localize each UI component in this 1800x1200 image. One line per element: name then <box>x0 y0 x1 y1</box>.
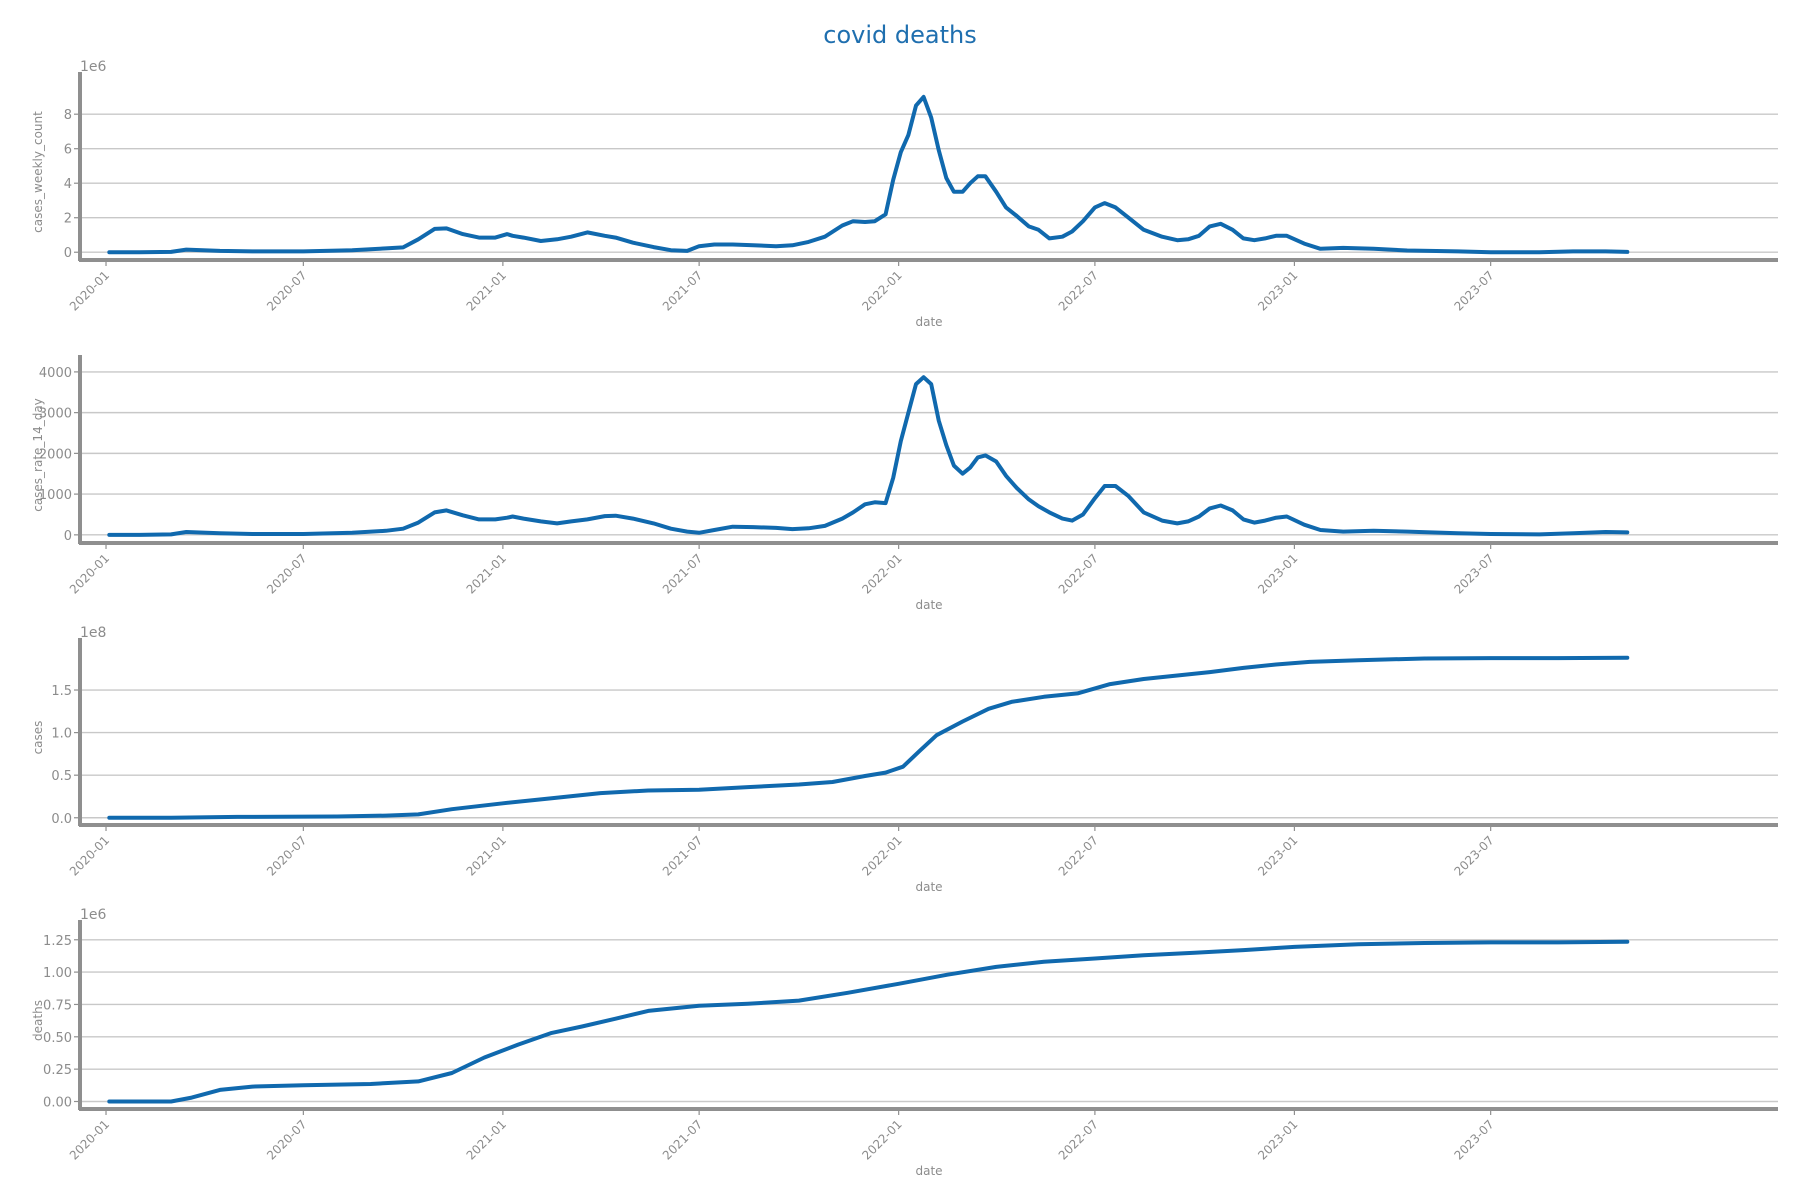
x-tick-label: 2023-01 <box>1255 268 1300 313</box>
y-tick-label: 0.50 <box>43 1031 72 1046</box>
y-axis-label: cases_weekly_count <box>31 111 45 233</box>
y-offset-label: 1e6 <box>80 907 107 923</box>
figure-title: covid deaths <box>823 21 976 49</box>
subplot-3: 0.0 0.5 1.0 1.5 2020-01 2020-07 2021-01 2021-07… <box>31 625 1778 894</box>
x-tick-label: 2022-01 <box>859 1117 904 1162</box>
y-axis-label: cases_rate_14_day <box>31 398 45 512</box>
y-tick-label: 1000 <box>39 488 72 503</box>
y-tick-label: 1.25 <box>43 934 72 949</box>
y-tick-label: 1.5 <box>51 684 72 699</box>
x-tick-label: 2023-01 <box>1255 1117 1300 1162</box>
subplot-1: 0 2 4 6 8 2020-01 2020-07 2021-01 2021-07 2022-01… <box>31 59 1778 329</box>
x-tick-label: 2022-07 <box>1056 833 1101 878</box>
x-tick-label: 2023-01 <box>1255 833 1300 878</box>
x-tick-label: 2023-07 <box>1451 833 1496 878</box>
subplot-4: 0.00 0.25 0.50 0.75 1.00 1.25 2020-01 2020-07 20… <box>31 907 1778 1178</box>
y-tick-label: 4 <box>64 177 72 192</box>
x-tick-label: 2023-07 <box>1451 268 1496 313</box>
x-tick-label: 2021-07 <box>660 1117 705 1162</box>
y-tick-label: 0.5 <box>51 769 72 784</box>
y-tick-label: 4000 <box>39 366 72 381</box>
x-axis-label: date <box>915 315 942 329</box>
y-tick-label: 0 <box>64 529 72 544</box>
x-tick-label: 2022-07 <box>1056 1117 1101 1162</box>
x-tick-label: 2022-07 <box>1056 268 1101 313</box>
x-tick-label: 2022-01 <box>859 268 904 313</box>
x-tick-label: 2022-01 <box>859 551 904 596</box>
y-tick-label: 0.00 <box>43 1095 72 1110</box>
x-tick-label: 2023-07 <box>1451 1117 1496 1162</box>
y-axis-label: deaths <box>31 1000 45 1041</box>
x-tick-label: 2021-07 <box>660 833 705 878</box>
x-tick-label: 2020-07 <box>264 833 309 878</box>
series-line <box>107 375 1630 537</box>
x-tick-label: 2021-01 <box>464 268 509 313</box>
y-tick-label: 2000 <box>39 447 72 462</box>
y-tick-label: 6 <box>64 143 72 158</box>
series-line <box>107 939 1630 1104</box>
x-tick-label: 2021-07 <box>660 268 705 313</box>
x-axis-label: date <box>915 1164 942 1178</box>
x-tick-label: 2020-07 <box>264 551 309 596</box>
series-line <box>107 94 1630 255</box>
x-axis-label: date <box>915 880 942 894</box>
x-tick-label: 2023-01 <box>1255 551 1300 596</box>
y-offset-label: 1e6 <box>80 59 107 75</box>
y-tick-label: 0.75 <box>43 998 72 1013</box>
y-tick-label: 0.25 <box>43 1063 72 1078</box>
x-tick-label: 2021-01 <box>464 551 509 596</box>
x-tick-label: 2020-07 <box>264 268 309 313</box>
x-tick-label: 2022-07 <box>1056 551 1101 596</box>
y-tick-label: 1.0 <box>51 727 72 742</box>
x-tick-label: 2021-01 <box>464 1117 509 1162</box>
y-tick-label: 0 <box>64 246 72 261</box>
x-tick-label: 2021-01 <box>464 833 509 878</box>
y-tick-label: 1.00 <box>43 966 72 981</box>
y-axis-label: cases <box>31 721 45 755</box>
x-tick-label: 2023-07 <box>1451 551 1496 596</box>
y-tick-label: 0.0 <box>51 812 72 827</box>
y-tick-label: 3000 <box>39 407 72 422</box>
x-tick-label: 2020-01 <box>67 833 112 878</box>
y-tick-label: 8 <box>64 108 72 123</box>
x-axis-label: date <box>915 598 942 612</box>
x-tick-label: 2020-01 <box>67 268 112 313</box>
x-tick-label: 2020-01 <box>67 1117 112 1162</box>
y-tick-label: 2 <box>64 212 72 227</box>
x-tick-label: 2020-07 <box>264 1117 309 1162</box>
series-line <box>107 655 1630 820</box>
x-tick-label: 2020-01 <box>67 551 112 596</box>
subplot-2: 0 1000 2000 3000 4000 2020-01 2020-07 2021-01 20… <box>31 355 1778 612</box>
y-offset-label: 1e8 <box>80 625 106 641</box>
x-tick-label: 2021-07 <box>660 551 705 596</box>
subplots: 0 2 4 6 8 2020-01 2020-07 2021-01 2021-07 2022-01… <box>31 59 1778 1178</box>
x-tick-label: 2022-01 <box>859 833 904 878</box>
